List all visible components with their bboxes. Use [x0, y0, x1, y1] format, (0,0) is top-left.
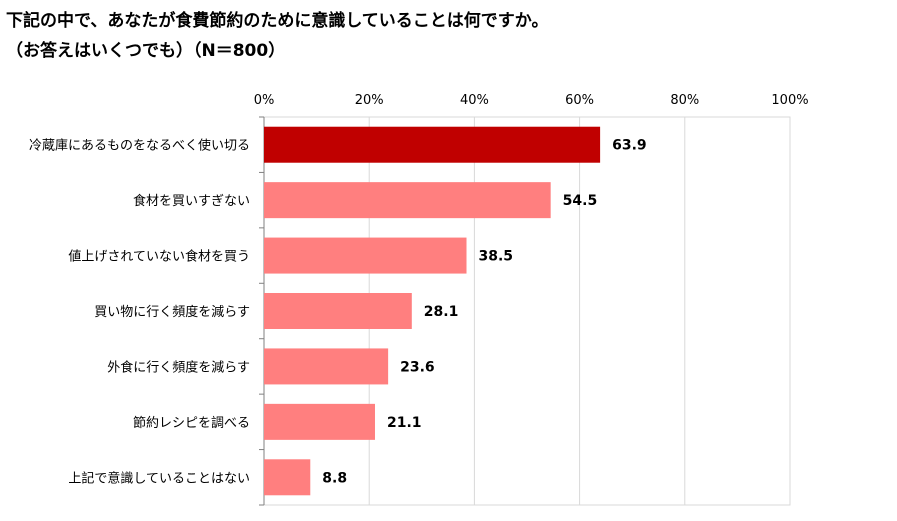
x-tick-label: 40%	[460, 93, 489, 108]
value-label: 63.9	[612, 138, 647, 154]
x-tick-label: 20%	[355, 93, 384, 108]
bar	[264, 348, 389, 385]
category-label: 食材を買いすぎない	[133, 193, 250, 209]
value-label: 8.8	[322, 470, 347, 486]
bar	[264, 459, 311, 496]
chart-title-line1: 下記の中で、あなたが食費節約のために意識していることは何ですか。	[6, 11, 549, 31]
bar	[264, 126, 601, 163]
bar	[264, 293, 412, 329]
value-label: 23.6	[400, 359, 435, 375]
category-label: 冷蔵庫にあるものをなるべく使い切る	[29, 138, 250, 154]
category-label: 節約レシピを調べる	[133, 416, 250, 431]
x-tick-label: 0%	[254, 93, 275, 108]
category-label: 上記で意識していることはない	[68, 470, 250, 486]
value-label: 38.5	[479, 249, 514, 265]
category-label: 値上げされていない食材を買う	[68, 249, 250, 265]
x-tick-label: 80%	[670, 93, 699, 108]
bar	[264, 403, 375, 440]
category-label: 外食に行く頻度を減らす	[107, 359, 250, 375]
x-tick-label: 60%	[565, 93, 594, 108]
value-label: 54.5	[563, 193, 598, 209]
chart-title-line2: （お答えはいくつでも）（N＝800）	[6, 41, 286, 61]
x-tick-label: 100%	[771, 93, 808, 108]
value-label: 21.1	[387, 415, 422, 431]
bar	[264, 182, 551, 219]
bar	[264, 237, 467, 274]
value-label: 28.1	[424, 304, 459, 320]
category-label: 買い物に行く頻度を減らす	[94, 304, 250, 320]
